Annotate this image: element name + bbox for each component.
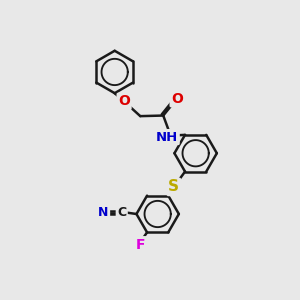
Text: O: O: [171, 92, 183, 106]
Text: O: O: [118, 94, 130, 108]
Text: N: N: [98, 206, 109, 219]
Text: S: S: [168, 179, 179, 194]
Text: F: F: [136, 238, 145, 252]
Text: C: C: [117, 206, 126, 219]
Text: NH: NH: [156, 130, 178, 143]
